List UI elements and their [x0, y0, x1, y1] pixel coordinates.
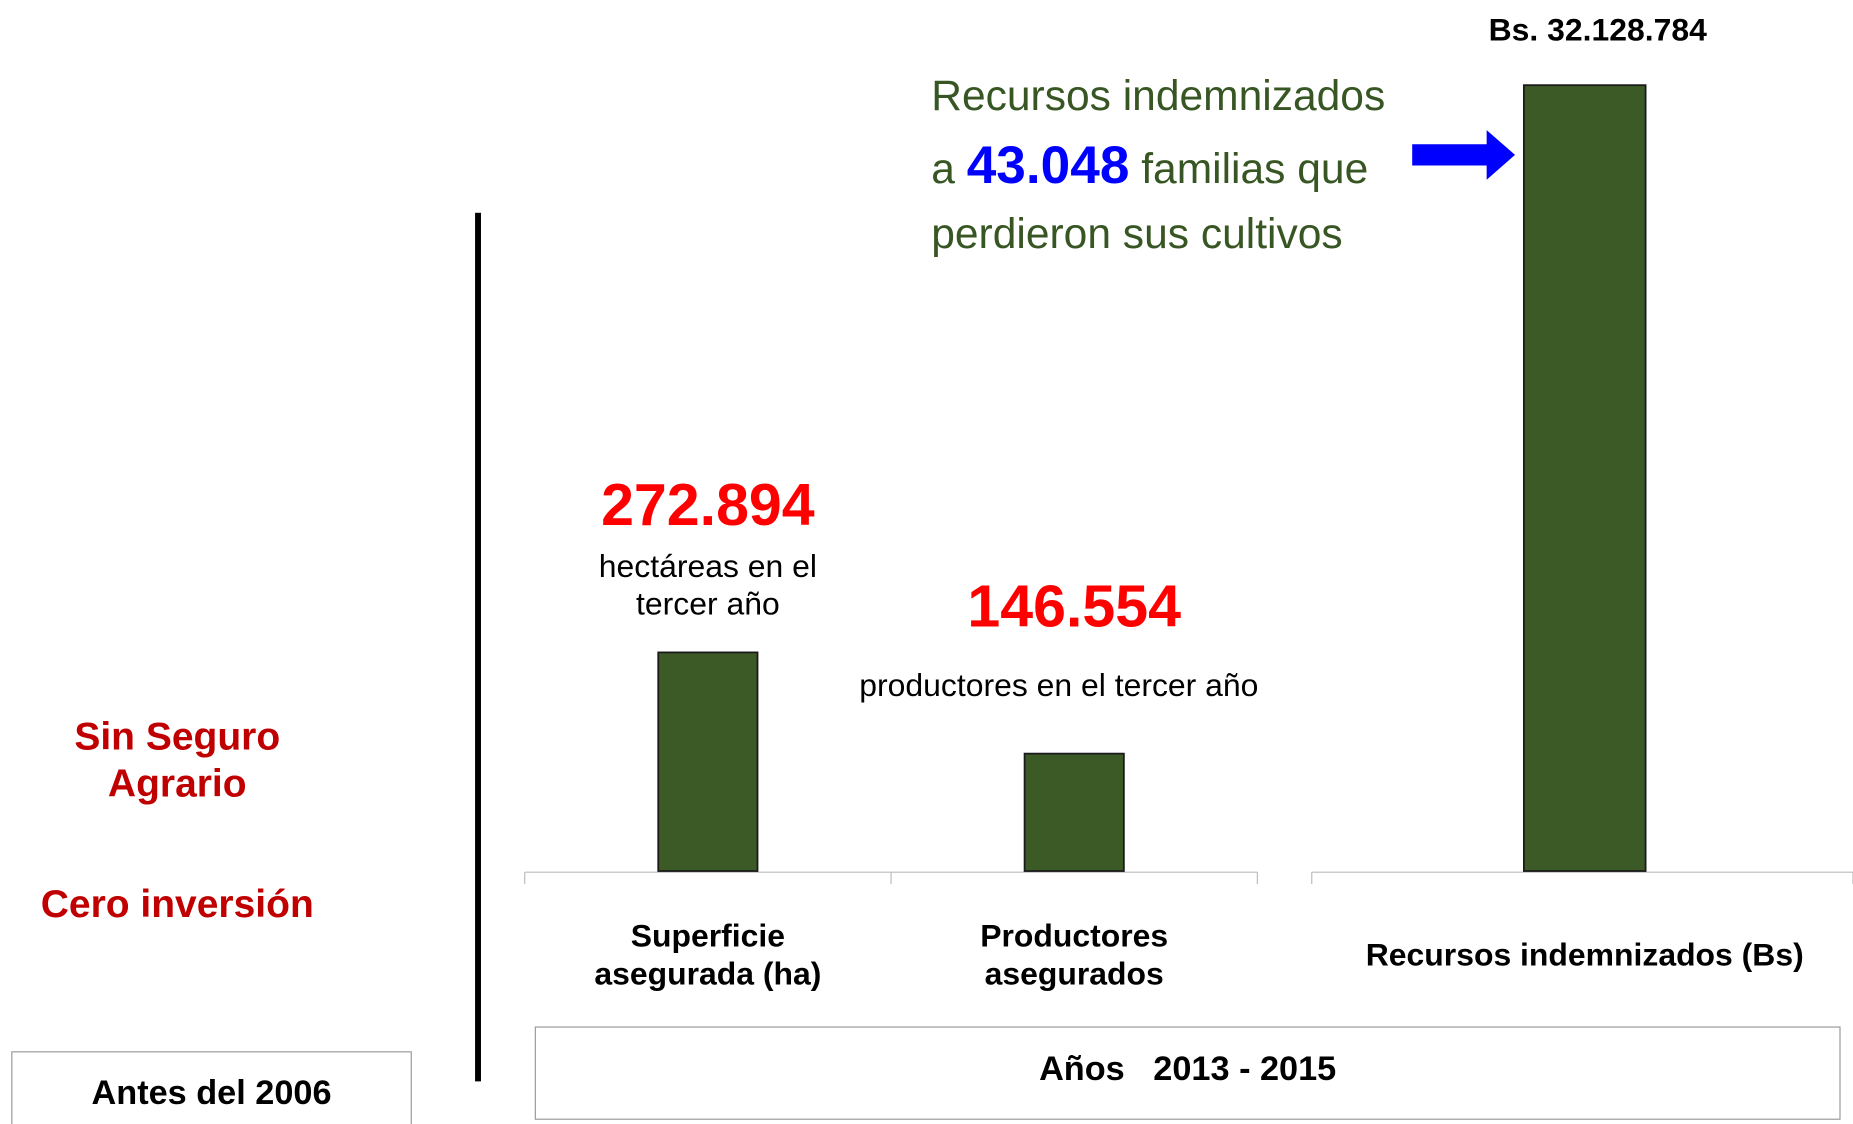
left-title-box: Sin Seguro Agrario — [74, 714, 281, 805]
left-subtitle: Cero inversión — [40, 881, 314, 926]
note: Recursos indemnizados a 43.048 familias … — [931, 65, 1416, 325]
period-box — [534, 1026, 1841, 1120]
value-label-box: 272.894 — [601, 471, 815, 538]
category-label: Productores asegurados — [980, 917, 1169, 992]
note-highlight: 43.048 — [966, 135, 1130, 196]
left-period: Antes del 2006 — [91, 1073, 332, 1112]
category-label-box: Recursos indemnizados (Bs) — [1365, 936, 1804, 973]
value-label: Bs. 32.128.784 — [1488, 11, 1707, 48]
bar — [657, 651, 759, 872]
annotation-box: productores en el tercer año — [859, 668, 1259, 704]
value-label: 272.894 — [601, 471, 815, 538]
left-title: Sin Seguro Agrario — [74, 714, 281, 805]
note-before: Recursos indemnizados a — [931, 70, 1386, 193]
left-period-box: Antes del 2006 — [91, 1073, 332, 1112]
period-box: Años 2013 - 2015 — [1039, 1050, 1337, 1088]
bar — [1522, 84, 1647, 872]
left-subtitle-box: Cero inversión — [40, 881, 314, 926]
note-box: Recursos indemnizados a 43.048 familias … — [931, 65, 1416, 325]
value-label-box: 146.554 — [967, 572, 1182, 639]
category-label: Recursos indemnizados (Bs) — [1365, 936, 1804, 973]
arrow — [1412, 130, 1516, 180]
bar — [1023, 752, 1125, 872]
value-label: 146.554 — [967, 572, 1182, 639]
divider — [475, 212, 481, 1082]
value-label-box: Bs. 32.128.784 — [1488, 11, 1707, 48]
period-box — [11, 1051, 412, 1124]
category-label-box: Superficie asegurada (ha) — [594, 917, 822, 992]
category-label-box: Productores asegurados — [980, 917, 1169, 992]
annotation: productores en el tercer año — [859, 668, 1259, 704]
annotation-box: hectáreas en el tercer año — [598, 547, 817, 622]
note-after: familias que perdieron sus cultivos — [931, 144, 1369, 259]
period: Años 2013 - 2015 — [1039, 1050, 1337, 1088]
annotation: hectáreas en el tercer año — [598, 547, 817, 622]
category-label: Superficie asegurada (ha) — [594, 917, 822, 992]
